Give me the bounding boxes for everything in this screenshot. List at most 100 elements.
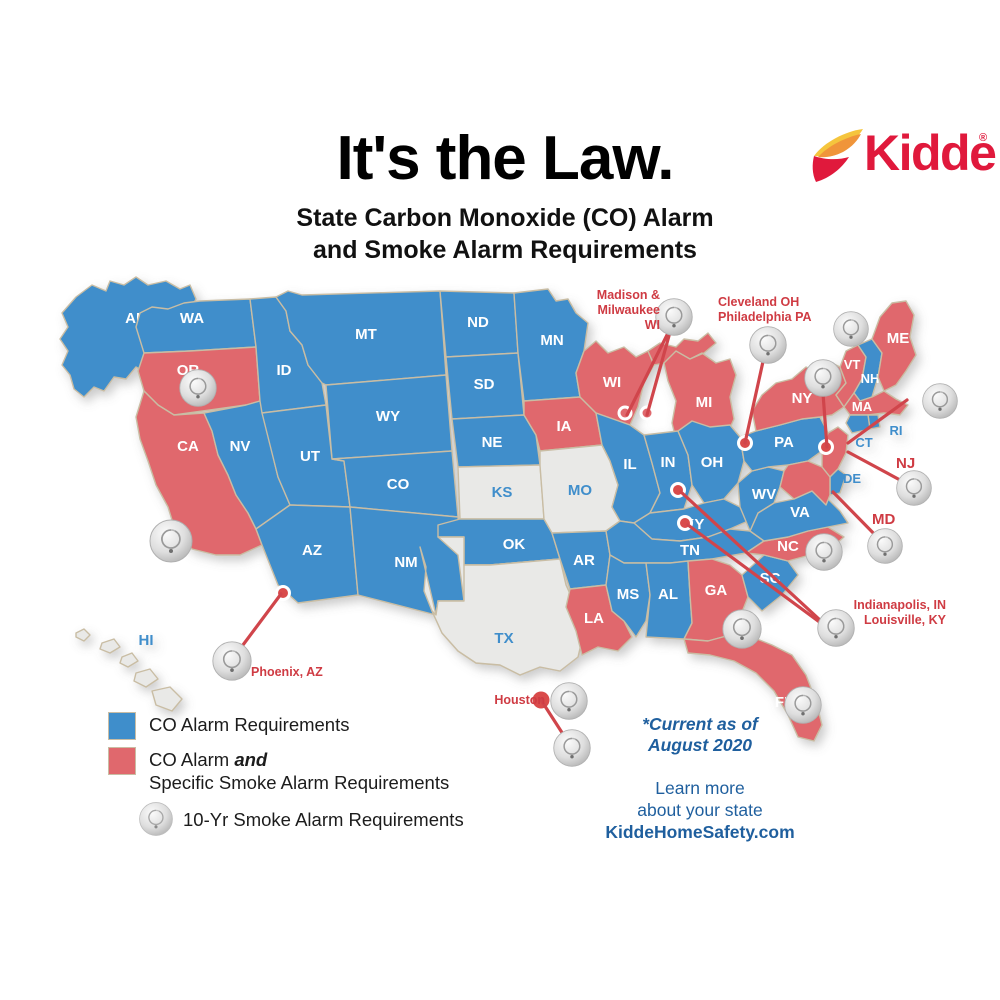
state-CT[interactable] [845,414,871,434]
state-label-OK: OK [503,536,526,553]
state-label-NE: NE [482,434,503,451]
state-MT[interactable] [275,290,447,386]
state-label-WY: WY [376,408,400,425]
state-label-UT: UT [300,448,320,465]
state-label-MT: MT [355,326,377,343]
kidde-logo: Kidde ® [806,126,997,188]
alarm-icon-md[interactable] [866,527,904,565]
alarm-icon-houston[interactable] [552,728,592,768]
state-label-GA: GA [705,582,728,599]
state-label-IL: IL [623,456,636,473]
state-label-NM: NM [394,554,417,571]
alarm-icon-ma[interactable] [921,382,959,420]
state-label-DE: DE [843,471,861,486]
alarm-icon-nj[interactable] [895,469,933,507]
legend-item-co-and-smoke[interactable]: CO Alarm and Specific Smoke Alarm Requir… [108,747,528,794]
state-OH[interactable] [677,420,745,504]
state-label-WV: WV [752,486,776,503]
state-label-LA: LA [584,610,604,627]
alarm-icon-madison-milwaukee[interactable] [654,297,694,337]
page-title: It's the Law. [336,124,674,193]
website-url[interactable]: KiddeHomeSafety.com [605,821,795,842]
registered-mark: ® [979,132,988,144]
state-label-HI: HI [139,632,154,649]
state-label-WA: WA [180,310,204,327]
state-label-NY: NY [792,390,813,407]
state-MN[interactable] [513,288,589,402]
learn-more-line-1: Learn more [655,778,745,798]
state-label-MA: MA [852,399,873,414]
legend-item-10yr-smoke[interactable]: 10-Yr Smoke Alarm Requirements [138,801,528,837]
state-label-NC: NC [777,538,799,555]
current-as-of-note: *Current as of August 2020 [600,714,800,756]
state-label-MN: MN [540,332,563,349]
state-label-MI: MI [696,394,713,411]
state-label-IA: IA [557,418,572,435]
state-ME[interactable] [871,300,917,392]
subtitle-line-1: State Carbon Monoxide (CO) Alarm [296,204,714,232]
legend-item-co-alarm[interactable]: CO Alarm Requirements [108,712,528,740]
alarm-icon-fl[interactable] [783,685,823,725]
state-NE[interactable] [451,414,541,468]
state-label-CT: CT [855,435,872,450]
alarm-icon-indianapolis-louisville[interactable] [816,608,856,648]
legend-label-part1: CO Alarm [149,749,235,770]
legend-label-10yr-smoke: 10-Yr Smoke Alarm Requirements [183,809,464,831]
learn-more-line-2: about your state [637,799,763,820]
title-block: It's the Law. State Carbon Monoxide (CO)… [210,128,800,266]
alarm-icon-cleveland[interactable] [748,325,788,365]
state-label-ND: ND [467,314,489,331]
state-label-KS: KS [492,484,513,501]
legend-swatch-blue [108,712,136,740]
callout-nj: NJ [896,455,916,472]
callout-cleveland-philadelphia: Cleveland OH Philadelphia PA [718,295,812,324]
state-label-TN: TN [680,542,700,559]
legend-label-co-alarm: CO Alarm Requirements [149,714,350,735]
alarm-icon-or[interactable] [178,368,218,408]
alarm-icon-ca[interactable] [148,518,194,564]
alarm-icon-phoenix[interactable] [211,640,253,682]
alarm-icon-philadelphia[interactable] [803,358,843,398]
kidde-flame-icon [812,129,863,182]
legend-alarm-icon [139,802,173,837]
callout-phoenix: Phoenix, AZ [251,665,323,679]
state-label-OH: OH [701,454,724,471]
state-NV[interactable] [203,400,291,530]
state-label-MS: MS [617,586,640,603]
state-label-ME: ME [887,330,910,347]
legend-label-emph: and [234,749,268,770]
alarm-icon-nc[interactable] [804,532,844,572]
state-label-VT: VT [844,357,861,372]
legend-label-co-and-smoke: CO Alarm and Specific Smoke Alarm Requir… [149,747,449,794]
state-label-SD: SD [474,376,495,393]
current-as-of-line-2: August 2020 [647,735,753,755]
state-label-VA: VA [790,504,810,521]
current-as-of-line-1: *Current as of [642,714,758,734]
notes-block: *Current as of August 2020 Learn more ab… [600,714,800,844]
state-label-TX: TX [494,630,513,647]
state-label-CO: CO [387,476,410,493]
state-label-IN: IN [661,454,676,471]
alarm-icon-vt[interactable] [832,310,870,348]
callout-houston: Houston [494,693,545,707]
callout-md: MD [872,511,896,528]
legend: CO Alarm Requirements CO Alarm and Speci… [108,712,528,837]
state-label-RI: RI [890,423,903,438]
state-label-AZ: AZ [302,542,322,559]
state-MS[interactable] [605,554,651,638]
legend-label-part2: Specific Smoke Alarm Requirements [149,772,450,794]
state-label-SC: SC [760,570,781,587]
callout-madison-milwaukee: Madison & Milwaukee WI [596,288,660,332]
state-label-MO: MO [568,482,592,499]
alarm-icon-ga[interactable] [721,608,763,650]
state-label-CA: CA [177,438,199,455]
state-label-NV: NV [230,438,251,455]
alarm-icon-la[interactable] [549,681,589,721]
state-label-AR: AR [573,552,595,569]
subtitle-line-2: and Smoke Alarm Requirements [313,236,697,264]
callout-indianapolis-louisville: Indianapolis, IN Louisville, KY [853,598,946,627]
state-label-PA: PA [774,434,794,451]
state-HI[interactable] [75,628,183,712]
state-label-NH: NH [861,371,880,386]
